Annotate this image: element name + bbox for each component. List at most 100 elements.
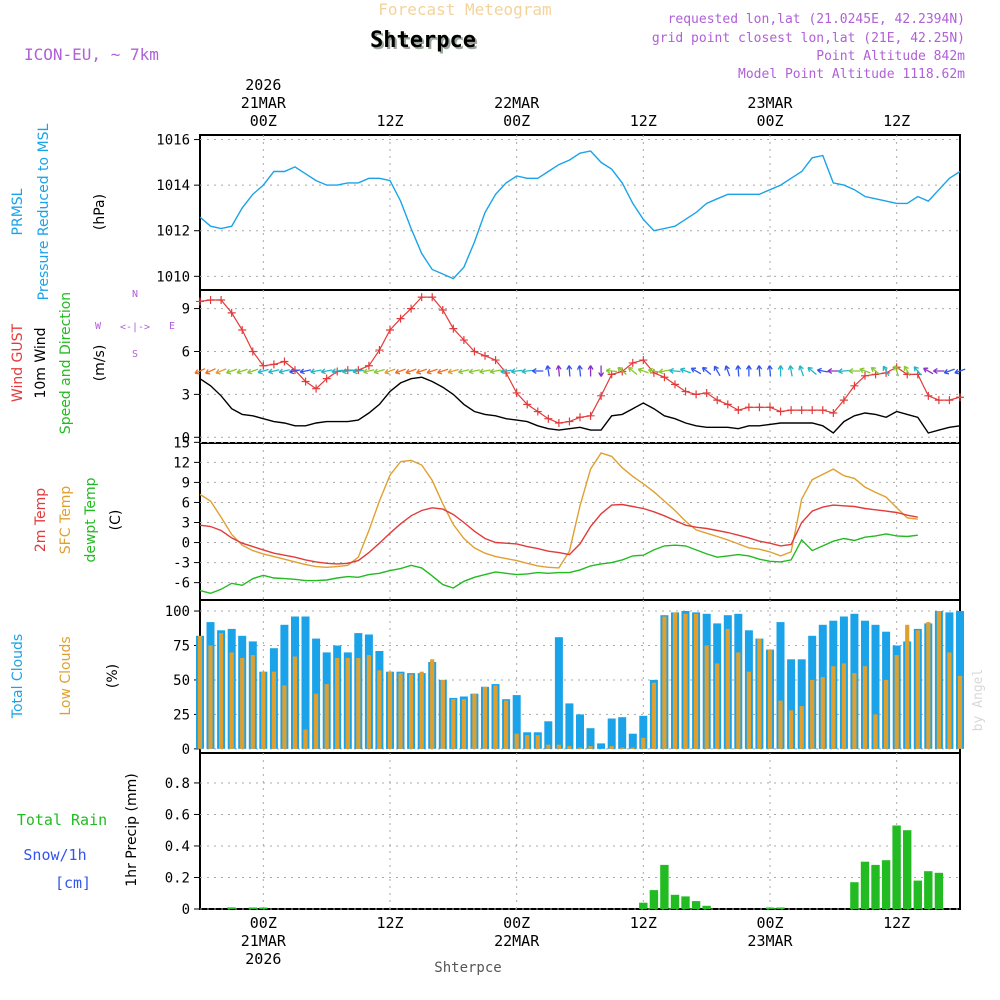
low-cloud-bar [314, 693, 319, 749]
total-cloud-bar [618, 717, 627, 749]
wind-direction-arrow [735, 365, 742, 377]
gust-marker [364, 361, 373, 370]
low-cloud-bar [672, 612, 678, 749]
precip-snow-label: Snow/1h [23, 846, 86, 864]
wind-direction-arrow [838, 368, 850, 375]
gust-marker [934, 396, 943, 405]
wind-direction-arrow [415, 368, 428, 375]
temp-label-1: SFC Temp [58, 486, 74, 555]
gust-marker [554, 418, 563, 427]
precip-axis-label: 1hr Precip (mm) [124, 773, 140, 886]
total-cloud-bar [787, 659, 796, 749]
wind-direction-arrow [510, 368, 523, 375]
gust-marker [544, 414, 553, 423]
precip-bar [881, 860, 891, 909]
precip-bar [259, 907, 268, 909]
low-cloud-bar [430, 659, 435, 749]
gust-marker [449, 324, 458, 333]
low-cloud-bar [472, 693, 477, 749]
wind-direction-arrow [363, 368, 375, 375]
wind-direction-arrow [766, 365, 773, 377]
precip-bar [860, 861, 870, 909]
wind-direction-arrow [320, 368, 333, 375]
low-cloud-bar [229, 652, 234, 749]
precip-ytick-label: 0.2 [165, 870, 190, 886]
total-cloud-bar [797, 659, 806, 749]
total-cloud-bar [628, 733, 637, 749]
gust-marker [238, 326, 247, 335]
precip-bar [924, 871, 933, 909]
wind-direction-arrow [468, 368, 480, 375]
gust-marker [861, 371, 869, 380]
wind-direction-arrow [555, 365, 562, 377]
wind-direction-arrow [341, 368, 354, 375]
gust-marker [280, 357, 289, 366]
wind-direction-arrow [605, 367, 618, 374]
low-cloud-bar [356, 657, 361, 749]
wind-direction-arrow [331, 368, 343, 375]
temp-ytick-label: -6 [173, 576, 190, 592]
top-time-label: 00Z [756, 112, 783, 130]
precip-bar [892, 825, 901, 909]
wind-direction-arrow [848, 368, 860, 374]
point-altitude: Point Altitude 842m [816, 49, 965, 64]
total-cloud-bar [554, 637, 563, 749]
low-cloud-bar [620, 747, 625, 749]
total-cloud-bar [544, 721, 553, 749]
model-altitude: Model Point Altitude 1118.62m [738, 67, 965, 82]
wind-direction-arrow [923, 367, 934, 375]
wind-direction-arrow [384, 368, 396, 375]
gust-marker [787, 406, 796, 415]
gust-marker [839, 396, 848, 405]
gust-marker [723, 400, 732, 409]
low-cloud-bar [746, 671, 751, 749]
total-cloud-bar [597, 743, 606, 749]
precip-bar [871, 864, 880, 909]
temp-ytick-label: 3 [182, 516, 190, 532]
wind-direction-arrow [807, 366, 817, 375]
low-cloud-bar [778, 700, 783, 749]
wind-direction-arrow [816, 367, 829, 374]
station-title: Shterpce [370, 28, 476, 53]
precip-bar [670, 894, 680, 909]
precip-bar [903, 830, 912, 909]
low-cloud-bar [567, 746, 572, 749]
top-time-label: 00Z [503, 112, 530, 130]
low-cloud-bar [757, 638, 762, 749]
precip-rain-label: Total Rain [17, 811, 107, 829]
top-time-label: 2026 [245, 76, 281, 94]
low-cloud-bar [282, 685, 287, 749]
low-cloud-bar [767, 649, 773, 749]
wind-direction-arrow [447, 368, 459, 375]
bottom-time-label: 22MAR [494, 932, 540, 950]
wind-direction-arrow [394, 368, 406, 375]
low-cloud-bar [694, 613, 699, 749]
clouds-ytick-label: 0 [182, 742, 190, 758]
pressure-frame [199, 134, 961, 291]
low-cloud-bar [725, 628, 730, 749]
gust-marker [945, 396, 954, 405]
low-cloud-bar [841, 663, 846, 749]
wind-direction-arrow [882, 365, 890, 377]
gust-marker [565, 417, 574, 426]
gust-marker [808, 406, 817, 415]
wind-direction-arrow [278, 368, 290, 375]
wind-ytick-label: 6 [182, 344, 190, 360]
clouds-label-2: (%) [105, 664, 121, 688]
compass-arrows: <-|-> [120, 322, 150, 333]
gust-marker [924, 391, 933, 400]
gust-line [199, 296, 961, 424]
low-cloud-bar [957, 675, 963, 749]
wind-direction-arrow [648, 367, 660, 374]
low-cloud-bar [271, 671, 276, 749]
low-cloud-bar [451, 699, 456, 749]
gust-marker [491, 356, 500, 365]
temp-ytick-label: 6 [182, 495, 190, 511]
low-cloud-bar [577, 747, 583, 749]
top-time-label: 12Z [630, 112, 657, 130]
gust-marker [417, 293, 426, 302]
gust-marker [576, 413, 584, 422]
low-cloud-bar [884, 679, 889, 749]
